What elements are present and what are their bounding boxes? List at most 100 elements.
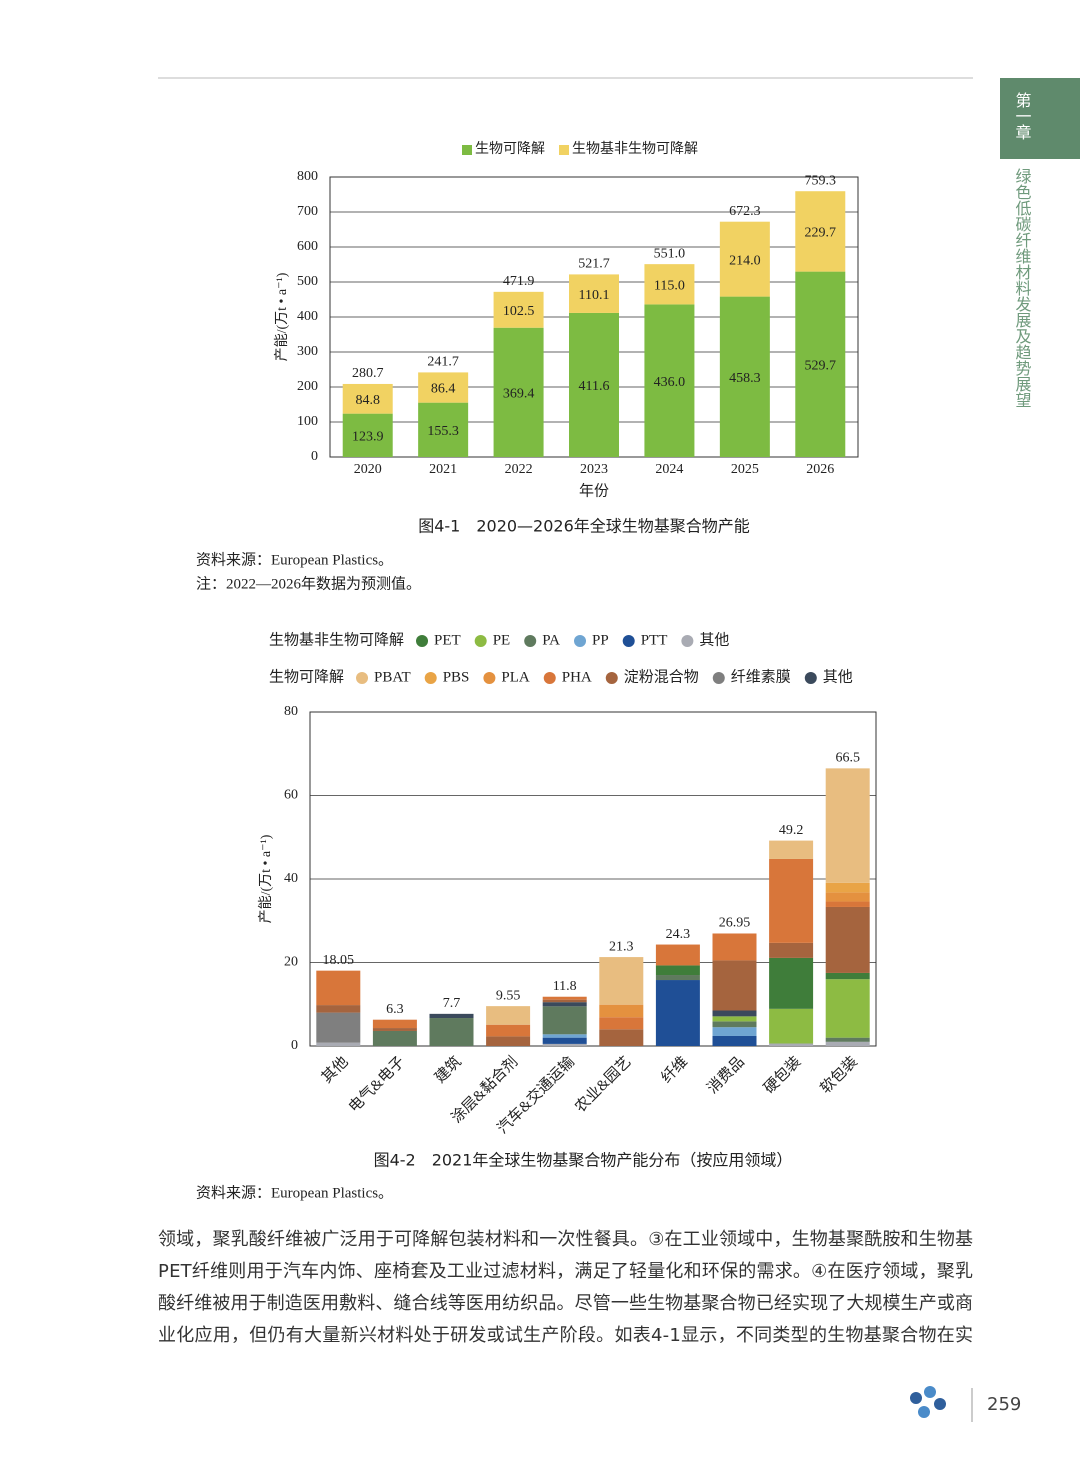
book-title: 绿色低碳纤维材料发展及趋势展望 <box>1013 168 1032 408</box>
legend-group-label: 生物可降解 <box>269 668 344 685</box>
bar-segment <box>599 1004 644 1018</box>
bar-segment <box>769 858 814 943</box>
figure-caption: 图4-1 2020—2026年全球生物基聚合物产能 <box>418 517 750 536</box>
bar-segment <box>429 1018 474 1046</box>
legend-marker <box>559 145 569 155</box>
bar-segment <box>342 383 393 414</box>
y-tick-label: 500 <box>297 274 318 289</box>
x-tick-label: 电气&电子 <box>345 1053 408 1116</box>
legend-label: PET <box>434 632 461 648</box>
legend-marker <box>356 672 369 684</box>
x-tick-label: 2024 <box>655 462 683 477</box>
total-label: 66.5 <box>835 751 860 766</box>
bar-segment <box>825 768 870 883</box>
body-line: PET纤维则用于汽车内饰、座椅套及工业过滤材料，满足了轻量化和环保的需求。④在医… <box>158 1261 973 1282</box>
segment-label: 214.0 <box>729 253 761 268</box>
legend-label: PTT <box>641 632 668 648</box>
bar-segment <box>372 1028 417 1031</box>
bar-segment <box>712 933 757 961</box>
legend-label: 生物可降解 <box>475 141 545 157</box>
total-label: 49.2 <box>779 823 804 838</box>
legend-marker <box>462 145 472 155</box>
bar-segment <box>486 1024 531 1037</box>
x-tick-label: 2020 <box>354 462 382 477</box>
legend-label: PBAT <box>374 669 411 685</box>
x-tick-label: 建筑 <box>432 1053 465 1086</box>
body-line: 酸纤维被用于制造医用敷料、缝合线等医用纺织品。尽管一些生物基聚合物已经实现了大规… <box>158 1293 973 1314</box>
bar-segment <box>712 1035 757 1046</box>
y-tick-label: 0 <box>311 449 318 464</box>
bar-segment <box>795 271 846 457</box>
y-tick-label: 80 <box>284 704 298 719</box>
x-tick-label: 2026 <box>806 462 834 477</box>
segment-label: 102.5 <box>503 304 535 319</box>
total-label: 241.7 <box>427 355 459 370</box>
legend-label: PE <box>493 632 511 648</box>
legend-label: 生物基非生物可降解 <box>572 140 698 157</box>
total-label: 551.0 <box>654 246 686 261</box>
legend-marker <box>681 635 694 647</box>
bar-segment <box>542 1043 587 1046</box>
bar-segment <box>599 1017 644 1030</box>
y-tick-label: 300 <box>297 344 318 359</box>
total-label: 26.95 <box>719 916 751 931</box>
bar-segment <box>493 327 544 457</box>
legend-marker <box>605 672 618 684</box>
total-label: 759.3 <box>805 173 837 188</box>
bar-segment <box>825 892 870 902</box>
legend-label: 纤维素膜 <box>731 668 791 685</box>
y-tick-label: 20 <box>284 955 298 970</box>
legend-marker <box>543 672 556 684</box>
logo <box>910 1386 946 1418</box>
segment-label: 529.7 <box>805 359 837 374</box>
bar-segment <box>486 1036 531 1046</box>
segment-label: 84.8 <box>355 393 380 408</box>
y-tick-label: 400 <box>297 309 318 324</box>
bar-segment <box>569 274 619 313</box>
segment-label: 123.9 <box>352 430 384 445</box>
y-tick-label: 200 <box>297 379 318 394</box>
bar-segment <box>599 957 644 1005</box>
legend-label: 其他 <box>823 668 853 685</box>
x-tick-label: 消费品 <box>704 1053 748 1097</box>
bar-segment <box>825 1037 870 1042</box>
footnote: 注：2022—2026年数据为预测值。 <box>196 575 421 592</box>
bar-segment <box>542 996 587 1000</box>
bar-segment <box>342 413 393 457</box>
y-tick-label: 600 <box>297 239 318 254</box>
x-tick-label: 2021 <box>429 462 457 477</box>
bar-segment <box>655 944 700 966</box>
plot-frame <box>309 711 877 1047</box>
bar-segment <box>825 906 870 973</box>
y-tick-label: 40 <box>284 871 298 886</box>
source-note: 资料来源：European Plastics。 <box>196 551 393 568</box>
total-label: 471.9 <box>503 274 535 289</box>
bar-segment <box>569 312 619 457</box>
total-label: 9.55 <box>496 988 521 1003</box>
y-tick-label: 800 <box>297 169 318 184</box>
bar-segment <box>825 1041 870 1046</box>
legend-label: PP <box>592 632 609 648</box>
segment-label: 86.4 <box>431 382 456 397</box>
bar-segment <box>316 1042 361 1046</box>
total-label: 11.8 <box>553 979 577 994</box>
legend-marker <box>474 635 487 647</box>
total-label: 6.3 <box>386 1002 404 1017</box>
total-label: 280.7 <box>352 366 384 381</box>
segment-label: 458.3 <box>729 371 761 386</box>
y-tick-label: 700 <box>297 204 318 219</box>
total-label: 24.3 <box>666 927 691 942</box>
legend-marker <box>574 635 587 647</box>
bar-segment <box>418 402 469 457</box>
x-tick-label: 其他 <box>318 1053 351 1086</box>
bar-segment <box>418 372 469 403</box>
body-line: 领域，聚乳酸纤维被广泛用于可降解包装材料和一次性餐具。③在工业领域中，生物基聚酰… <box>158 1229 973 1250</box>
legend-label: 淀粉混合物 <box>624 668 699 685</box>
bar-segment <box>316 1005 361 1013</box>
bar-segment <box>769 942 814 958</box>
legend-marker <box>424 672 437 684</box>
bar-segment <box>372 1030 417 1046</box>
bar-segment <box>542 1034 587 1038</box>
page-number: 259 <box>987 1394 1021 1415</box>
segment-label: 229.7 <box>805 226 837 241</box>
